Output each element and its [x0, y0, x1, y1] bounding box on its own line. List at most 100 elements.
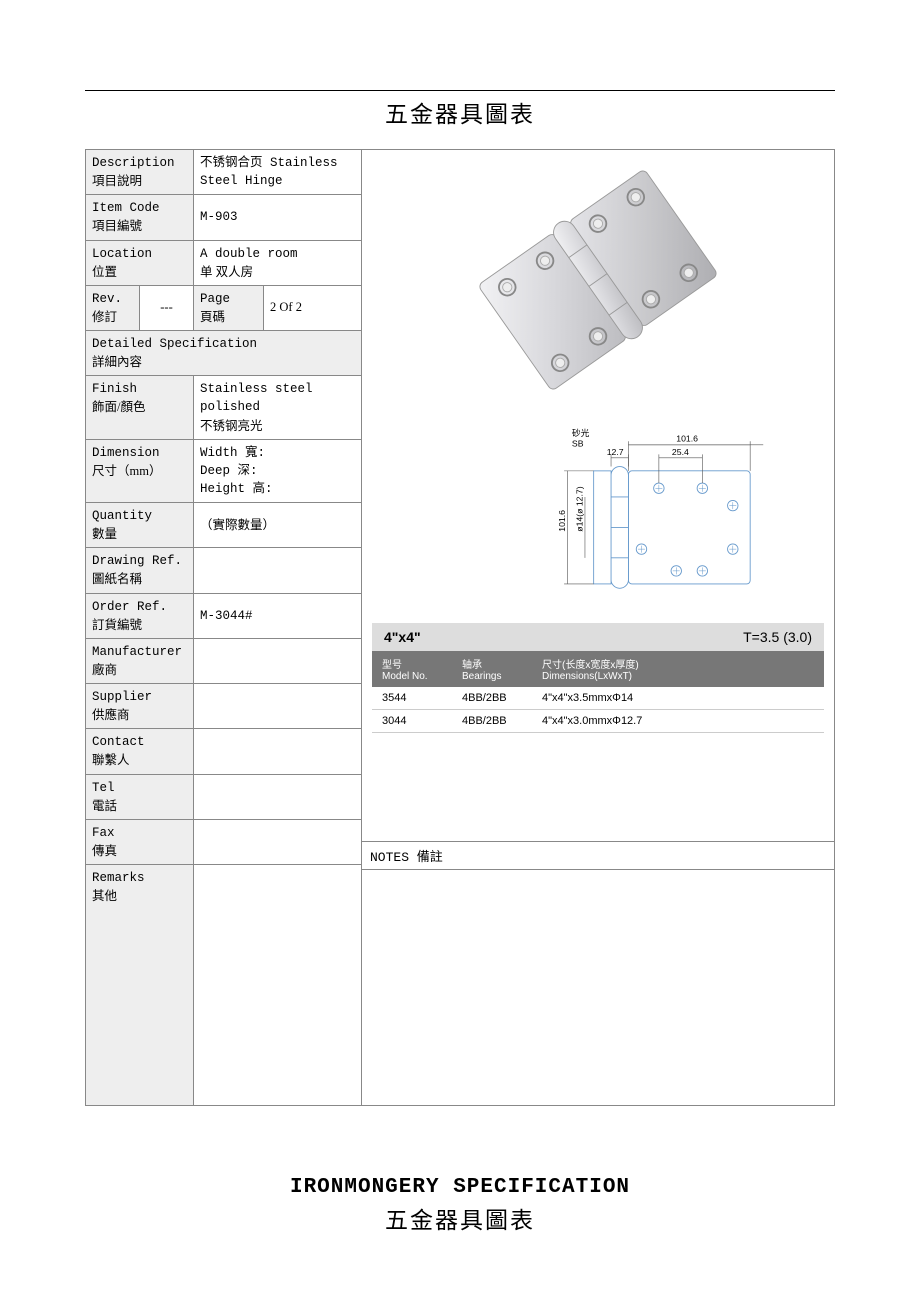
left-column: Description 項目說明 不锈钢合页 Stainless Steel H…	[86, 150, 361, 1105]
row-quantity: Quantity 數量 （實際數量）	[86, 503, 361, 548]
label-en: Supplier	[92, 688, 187, 706]
row-location: Location 位置 A double room 单 双人房	[86, 241, 361, 286]
cell-bearings: 4BB/2BB	[452, 690, 532, 706]
row-rev-page: Rev. 修訂 --- Page 頁碼 2 Of 2	[86, 286, 361, 331]
label-dimension: Dimension 尺寸（mm）	[86, 440, 194, 502]
label-en: Contact	[92, 733, 187, 751]
dim-l3: Height 高:	[200, 480, 355, 498]
row-supplier: Supplier 供應商	[86, 684, 361, 729]
head-cn: 型号	[382, 656, 442, 671]
value-finish: Stainless steel polished 不锈钢亮光	[194, 376, 361, 438]
head-cn: 尺寸(长度x宽度x厚度)	[542, 656, 814, 671]
head-en: Dimensions(LxWxT)	[542, 671, 814, 682]
label-en: Location	[92, 245, 187, 263]
diag-finish-en: SB	[572, 439, 584, 449]
label-detailed-spec: Detailed Specification 詳細內容	[86, 331, 361, 375]
label-cn: 尺寸（mm）	[92, 462, 187, 480]
head-model: 型号 Model No.	[372, 654, 452, 684]
label-cn: 項目說明	[92, 172, 187, 190]
label-remarks: Remarks 其他	[86, 865, 194, 1105]
row-remarks: Remarks 其他	[86, 865, 361, 1105]
label-tel: Tel 電話	[86, 775, 194, 819]
label-item-code: Item Code 項目編號	[86, 195, 194, 239]
finish-l3: 不锈钢亮光	[200, 417, 355, 435]
label-manufacturer: Manufacturer 廠商	[86, 639, 194, 683]
size-right: T=3.5 (3.0)	[743, 629, 812, 645]
row-dimension: Dimension 尺寸（mm） Width 寬: Deep 深: Height…	[86, 440, 361, 503]
label-cn: 傳真	[92, 842, 187, 860]
diag-dim-101-6-top: 101.6	[676, 433, 698, 443]
label-en: Description	[92, 154, 187, 172]
label-fax: Fax 傳真	[86, 820, 194, 864]
diag-dim-12-7: 12.7	[607, 447, 624, 457]
diag-dim-101-6-side: 101.6	[557, 510, 567, 532]
label-cn: 聯繫人	[92, 751, 187, 769]
value-location: A double room 单 双人房	[194, 241, 361, 285]
label-en: Finish	[92, 380, 187, 398]
label-page: Page 頁碼	[194, 286, 264, 330]
hinge-photo-icon	[448, 160, 748, 400]
notes-label: NOTES 備註	[362, 842, 834, 870]
label-en: Manufacturer	[92, 643, 187, 661]
value-contact	[194, 729, 361, 773]
row-item-code: Item Code 項目編號 M-903	[86, 195, 361, 240]
head-cn: 轴承	[462, 656, 522, 671]
label-cn: 頁碼	[200, 308, 257, 326]
cell-model: 3544	[372, 690, 452, 706]
label-en: Order Ref.	[92, 598, 187, 616]
value-fax	[194, 820, 361, 864]
label-cn: 訂貨編號	[92, 616, 187, 634]
label-cn: 供應商	[92, 706, 187, 724]
diag-dim-25-4: 25.4	[672, 447, 689, 457]
label-description: Description 項目說明	[86, 150, 194, 194]
spec-table: 4"x4" T=3.5 (3.0) 型号 Model No. 轴承 Bearin…	[372, 623, 824, 733]
page-title: 五金器具圖表	[85, 95, 835, 129]
label-drawing: Drawing Ref. 圖紙名稱	[86, 548, 194, 592]
label-order: Order Ref. 訂貨編號	[86, 594, 194, 638]
value-tel	[194, 775, 361, 819]
value-cn: 单 双人房	[200, 263, 355, 281]
rule-top	[85, 90, 835, 91]
notes-body	[362, 870, 834, 1105]
cell-model: 3044	[372, 713, 452, 729]
row-order: Order Ref. 訂貨編號 M-3044#	[86, 594, 361, 639]
value-en: A double room	[200, 245, 355, 263]
label-en: Remarks	[92, 869, 187, 887]
row-finish: Finish 飾面/顏色 Stainless steel polished 不锈…	[86, 376, 361, 439]
right-column: 砂光 SB 101.6 12.7 25.4 101.6 ø14(ø 12.7) …	[361, 150, 834, 1105]
head-en: Bearings	[462, 671, 522, 682]
value-drawing	[194, 548, 361, 592]
value-quantity: （實際數量）	[194, 503, 361, 547]
diag-dim-phi: ø14(ø 12.7)	[574, 486, 584, 531]
diag-finish-cn: 砂光	[572, 427, 590, 438]
value-description: 不锈钢合页 Stainless Steel Hinge	[194, 150, 361, 194]
label-contact: Contact 聯繫人	[86, 729, 194, 773]
row-manufacturer: Manufacturer 廠商	[86, 639, 361, 684]
cell-dims: 4"x4"x3.5mmxΦ14	[532, 690, 824, 706]
label-cn: 廠商	[92, 661, 187, 679]
label-cn: 項目編號	[92, 217, 187, 235]
label-finish: Finish 飾面/顏色	[86, 376, 194, 438]
label-en: Page	[200, 290, 257, 308]
value-manufacturer	[194, 639, 361, 683]
head-bearings: 轴承 Bearings	[452, 654, 532, 684]
value-rev: ---	[140, 286, 194, 330]
head-en: Model No.	[382, 671, 442, 682]
finish-l1: Stainless steel	[200, 380, 355, 398]
label-rev: Rev. 修訂	[86, 286, 140, 330]
notes-section: NOTES 備註	[362, 841, 834, 1105]
footer-cn: 五金器具圖表	[85, 1201, 835, 1235]
size-bar: 4"x4" T=3.5 (3.0)	[372, 623, 824, 651]
label-en: Rev.	[92, 290, 133, 308]
image-area: 砂光 SB 101.6 12.7 25.4 101.6 ø14(ø 12.7) …	[362, 150, 834, 841]
label-en: Fax	[92, 824, 187, 842]
footer-title: IRONMONGERY SPECIFICATION 五金器具圖表	[85, 1176, 835, 1235]
value-remarks	[194, 865, 361, 1105]
row-tel: Tel 電話	[86, 775, 361, 820]
label-cn: 圖紙名稱	[92, 570, 187, 588]
label-cn: 數量	[92, 525, 187, 543]
label-cn: 位置	[92, 263, 187, 281]
cell-bearings: 4BB/2BB	[452, 713, 532, 729]
footer-en: IRONMONGERY SPECIFICATION	[85, 1176, 835, 1199]
row-contact: Contact 聯繫人	[86, 729, 361, 774]
